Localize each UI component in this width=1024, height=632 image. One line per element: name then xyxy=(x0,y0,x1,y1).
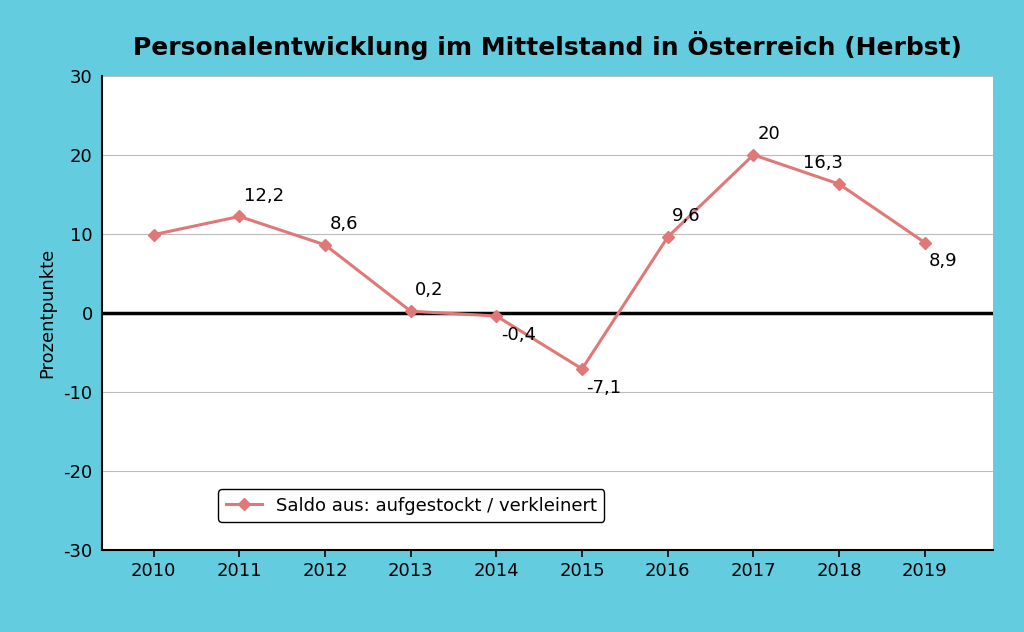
Text: 8,9: 8,9 xyxy=(929,252,957,270)
Text: 0,2: 0,2 xyxy=(415,281,443,300)
Title: Personalentwicklung im Mittelstand in Österreich (Herbst): Personalentwicklung im Mittelstand in Ös… xyxy=(133,31,963,60)
Y-axis label: Prozentpunkte: Prozentpunkte xyxy=(39,248,56,378)
Legend: Saldo aus: aufgestockt / verkleinert: Saldo aus: aufgestockt / verkleinert xyxy=(218,489,604,522)
Text: 20: 20 xyxy=(758,125,780,143)
Text: 16,3: 16,3 xyxy=(804,154,844,173)
Text: 8,6: 8,6 xyxy=(330,215,358,233)
Text: -7,1: -7,1 xyxy=(587,379,622,397)
Text: 12,2: 12,2 xyxy=(244,186,284,205)
Text: 9,6: 9,6 xyxy=(672,207,700,225)
Text: -0,4: -0,4 xyxy=(501,325,536,344)
